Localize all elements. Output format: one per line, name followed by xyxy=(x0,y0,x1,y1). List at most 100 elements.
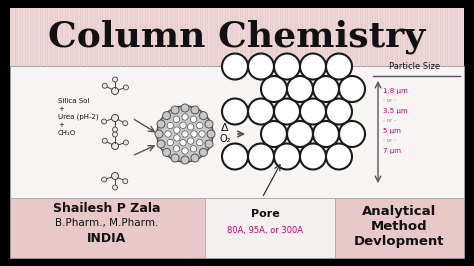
Circle shape xyxy=(261,76,287,102)
Text: Analytical: Analytical xyxy=(362,205,436,218)
Circle shape xyxy=(200,112,208,120)
Circle shape xyxy=(112,127,118,132)
Text: B.Pharm., M.Pharm.: B.Pharm., M.Pharm. xyxy=(55,218,159,228)
Bar xyxy=(10,66,464,198)
Circle shape xyxy=(191,131,197,137)
Circle shape xyxy=(173,127,180,133)
Circle shape xyxy=(123,85,128,90)
Circle shape xyxy=(111,143,118,149)
Text: Silica Sol: Silica Sol xyxy=(58,98,90,104)
Circle shape xyxy=(157,120,165,128)
Circle shape xyxy=(187,124,194,130)
Bar xyxy=(205,198,335,258)
Text: CH₂O: CH₂O xyxy=(58,130,76,136)
Circle shape xyxy=(274,143,300,169)
Circle shape xyxy=(123,121,128,126)
Circle shape xyxy=(205,140,213,148)
Text: - or -: - or - xyxy=(383,98,396,103)
Circle shape xyxy=(112,77,118,82)
Circle shape xyxy=(248,98,274,124)
Circle shape xyxy=(187,138,194,144)
Text: Column Chemistry: Column Chemistry xyxy=(48,20,426,54)
Circle shape xyxy=(182,114,188,120)
Circle shape xyxy=(339,76,365,102)
Text: 3.5 μm: 3.5 μm xyxy=(383,108,408,114)
Circle shape xyxy=(111,114,118,122)
Circle shape xyxy=(167,139,173,146)
Bar xyxy=(335,198,464,258)
Bar xyxy=(10,8,464,66)
Circle shape xyxy=(274,53,300,80)
Circle shape xyxy=(205,120,213,128)
Circle shape xyxy=(248,53,274,80)
Circle shape xyxy=(222,143,248,169)
Circle shape xyxy=(222,98,248,124)
Circle shape xyxy=(261,121,287,147)
Text: 80A, 95A, or 300A: 80A, 95A, or 300A xyxy=(227,227,303,235)
Circle shape xyxy=(182,148,188,154)
Circle shape xyxy=(199,131,205,137)
Circle shape xyxy=(313,121,339,147)
Circle shape xyxy=(173,146,180,152)
Circle shape xyxy=(171,154,179,162)
Circle shape xyxy=(180,122,186,128)
Circle shape xyxy=(155,130,163,138)
Text: Particle Size: Particle Size xyxy=(389,62,440,71)
Circle shape xyxy=(300,143,326,169)
Circle shape xyxy=(157,106,213,162)
Circle shape xyxy=(123,140,128,145)
Circle shape xyxy=(191,106,199,114)
Text: - or -: - or - xyxy=(383,139,396,143)
Circle shape xyxy=(339,121,365,147)
Circle shape xyxy=(300,53,326,80)
Text: Δ: Δ xyxy=(221,123,229,133)
Text: Method: Method xyxy=(371,219,428,232)
Circle shape xyxy=(182,131,188,137)
Circle shape xyxy=(190,116,197,122)
Circle shape xyxy=(101,119,107,124)
Circle shape xyxy=(163,148,171,156)
Circle shape xyxy=(163,112,171,120)
Circle shape xyxy=(173,116,180,122)
Circle shape xyxy=(165,131,171,137)
Bar xyxy=(10,198,205,258)
Circle shape xyxy=(197,122,203,129)
Text: Devlopment: Devlopment xyxy=(354,235,444,247)
Text: INDIA: INDIA xyxy=(87,232,127,246)
Circle shape xyxy=(287,76,313,102)
Circle shape xyxy=(207,130,215,138)
Circle shape xyxy=(287,121,313,147)
Text: Pore: Pore xyxy=(251,209,279,219)
Circle shape xyxy=(123,179,128,184)
Circle shape xyxy=(180,140,186,146)
Circle shape xyxy=(157,140,165,148)
Text: - or -: - or - xyxy=(383,118,396,123)
Text: 7 μm: 7 μm xyxy=(383,148,401,154)
Circle shape xyxy=(300,98,326,124)
Text: Urea (pH-2): Urea (pH-2) xyxy=(58,114,99,120)
Circle shape xyxy=(112,185,118,190)
Circle shape xyxy=(200,148,208,156)
Circle shape xyxy=(102,138,107,143)
Text: Shailesh P Zala: Shailesh P Zala xyxy=(53,202,161,215)
Circle shape xyxy=(274,98,300,124)
Circle shape xyxy=(248,143,274,169)
Circle shape xyxy=(191,154,199,162)
Circle shape xyxy=(112,132,118,137)
Circle shape xyxy=(190,146,197,152)
Circle shape xyxy=(326,53,352,80)
Circle shape xyxy=(326,143,352,169)
Circle shape xyxy=(171,106,179,114)
Circle shape xyxy=(111,172,118,180)
Circle shape xyxy=(326,98,352,124)
Circle shape xyxy=(111,88,118,94)
Circle shape xyxy=(181,104,189,112)
Circle shape xyxy=(222,53,248,80)
Text: 1.8 μm: 1.8 μm xyxy=(383,88,408,94)
Circle shape xyxy=(181,156,189,164)
Circle shape xyxy=(313,76,339,102)
Circle shape xyxy=(197,139,203,146)
Circle shape xyxy=(167,122,173,129)
Circle shape xyxy=(101,177,107,182)
Circle shape xyxy=(173,135,180,141)
